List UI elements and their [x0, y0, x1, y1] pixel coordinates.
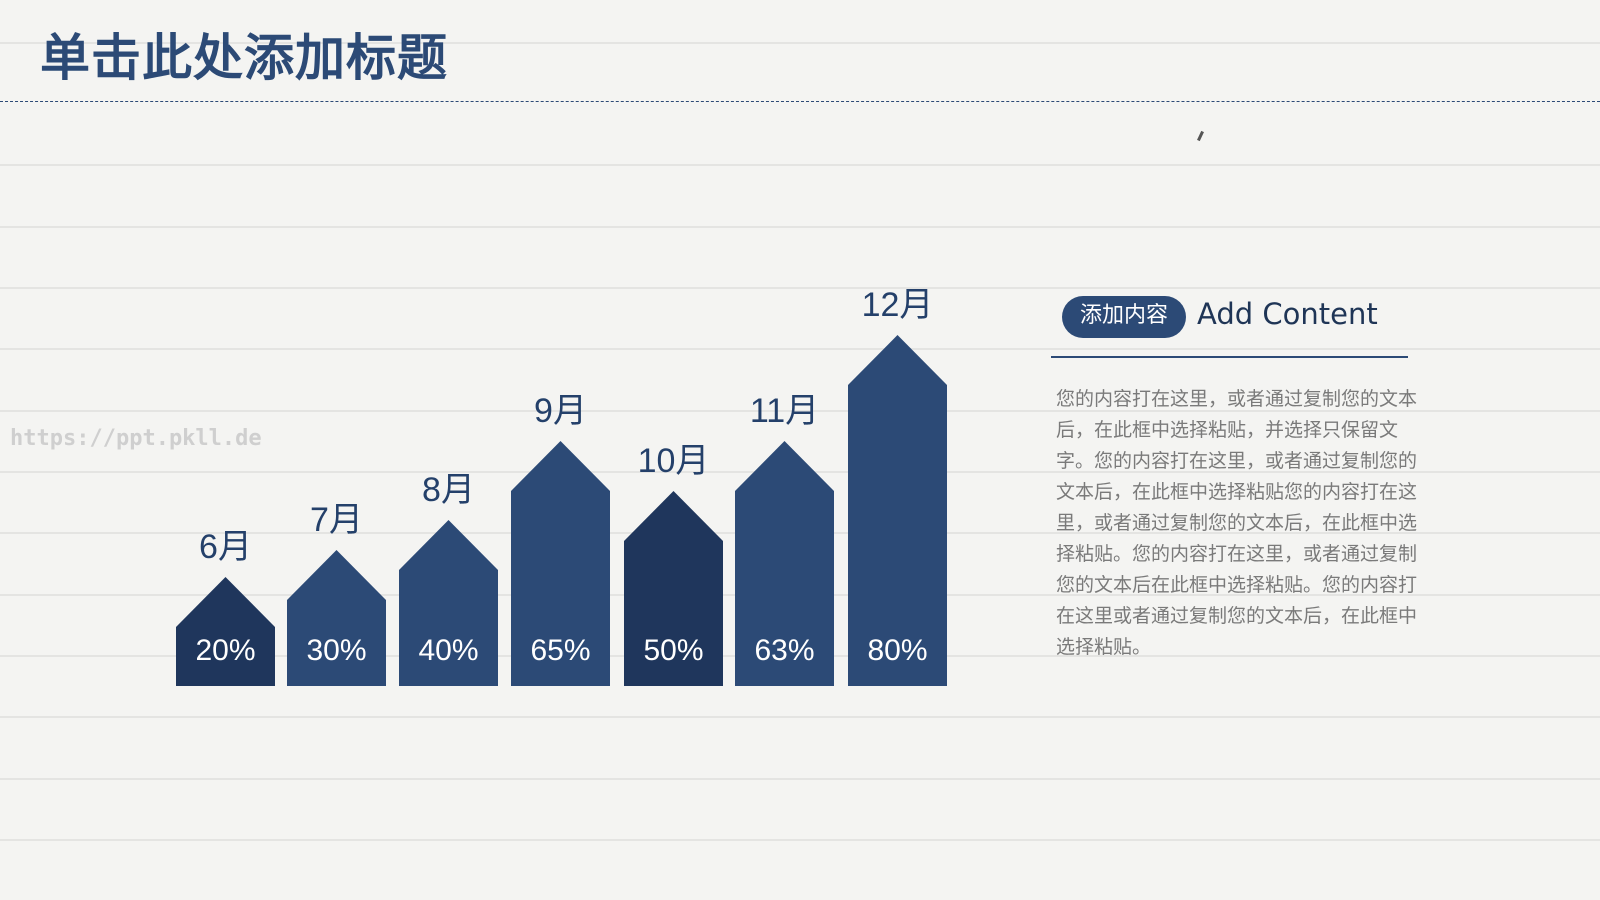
- month-label: 10月: [637, 442, 710, 480]
- bar-value-label: 20%: [195, 634, 256, 667]
- bar-value-label: 30%: [306, 634, 367, 667]
- chart-bar[interactable]: 40%: [399, 520, 498, 686]
- month-label: 12月: [861, 286, 934, 324]
- rule-line: [0, 164, 1600, 166]
- rule-line: [0, 42, 1600, 44]
- bar-value-label: 40%: [418, 634, 479, 667]
- chart-bar[interactable]: 63%: [735, 441, 834, 686]
- rule-line: [0, 778, 1600, 780]
- panel-body-text[interactable]: 您的内容打在这里，或者通过复制您的文本后，在此框中选择粘贴，并选择只保留文字。您…: [1056, 388, 1418, 658]
- chart-bar[interactable]: 80%: [848, 335, 947, 686]
- rule-line: [0, 410, 1600, 412]
- chart-bar[interactable]: 30%: [287, 550, 386, 686]
- rule-line: [0, 287, 1600, 289]
- bar-value-label: 50%: [643, 634, 704, 667]
- rule-line: [0, 348, 1600, 350]
- month-label: 7月: [310, 501, 363, 539]
- stray-mark: [1197, 130, 1204, 142]
- bar-value-label: 80%: [867, 634, 928, 667]
- watermark: https://ppt.pkll.de: [10, 426, 262, 451]
- month-label: 9月: [534, 392, 587, 430]
- bar-value-label: 65%: [530, 634, 591, 667]
- chart-bar[interactable]: 50%: [624, 491, 723, 686]
- title-divider: [0, 101, 1600, 102]
- month-label: 6月: [199, 528, 252, 566]
- panel-heading[interactable]: Add Content: [1197, 297, 1378, 331]
- rule-line: [0, 839, 1600, 841]
- slide-title[interactable]: 单击此处添加标题: [40, 29, 448, 87]
- month-label: 11月: [749, 392, 820, 430]
- chart-bar[interactable]: 65%: [511, 441, 610, 686]
- rule-line: [0, 226, 1600, 228]
- content-tag[interactable]: 添加内容: [1062, 296, 1186, 338]
- rule-line: [0, 716, 1600, 718]
- month-label: 8月: [422, 471, 475, 509]
- chart-bar[interactable]: 20%: [176, 577, 275, 686]
- panel-underline: [1051, 356, 1408, 358]
- bar-value-label: 63%: [754, 634, 815, 667]
